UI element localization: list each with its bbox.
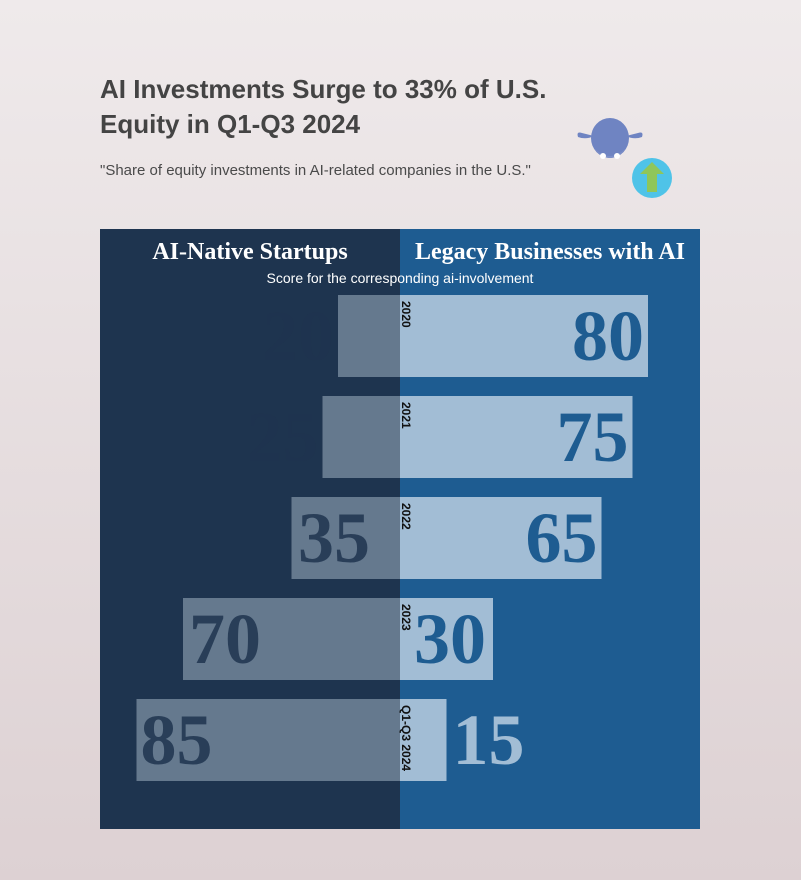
category-label: Q1-Q3 2024	[399, 705, 413, 771]
left-series-header: AI-Native Startups	[152, 239, 347, 265]
right-series-header: Legacy Businesses with AI	[415, 239, 685, 265]
left-value-label: 25	[247, 397, 319, 477]
category-label: 2022	[399, 503, 413, 530]
chart-title: AI Investments Surge to 33% of U.S. Equi…	[100, 74, 547, 139]
mascot-icon-group	[574, 112, 678, 204]
chart-panel: AI-Native Startups Legacy Businesses wit…	[100, 229, 700, 829]
right-value-label: 30	[414, 599, 486, 679]
right-value-label: 80	[572, 296, 644, 376]
cow-head-shape	[591, 118, 629, 158]
category-label: 2021	[399, 402, 413, 429]
left-bar	[136, 699, 400, 781]
up-arrow-icon	[632, 158, 672, 198]
cow-right-ear	[626, 132, 643, 139]
cow-nostril-left	[600, 153, 606, 159]
cow-head-icon	[577, 118, 672, 198]
axis-note: Score for the corresponding ai-involveme…	[267, 270, 534, 286]
right-value-label: 75	[557, 397, 629, 477]
left-value-label: 70	[189, 599, 261, 679]
left-value-label: 20	[262, 296, 334, 376]
cow-left-ear	[577, 132, 594, 139]
left-bar	[338, 295, 400, 377]
right-value-label: 65	[526, 498, 598, 578]
right-bar	[400, 295, 648, 377]
right-value-label: 15	[453, 700, 525, 780]
diverging-bar-chart: AI-Native Startups Legacy Businesses wit…	[100, 229, 700, 829]
right-bar	[400, 396, 633, 478]
left-value-label: 35	[298, 498, 370, 578]
left-bar	[322, 396, 400, 478]
category-label: 2020	[399, 301, 413, 328]
left-bar	[183, 598, 400, 680]
left-panel-bg	[100, 229, 400, 829]
chart-subtitle: "Share of equity investments in AI-relat…	[100, 162, 531, 179]
left-bar	[291, 497, 400, 579]
right-bar	[400, 598, 493, 680]
right-bar	[400, 497, 602, 579]
right-bar	[400, 699, 447, 781]
category-label: 2023	[399, 604, 413, 631]
left-value-label: 85	[141, 700, 213, 780]
cow-nostril-right	[614, 153, 620, 159]
